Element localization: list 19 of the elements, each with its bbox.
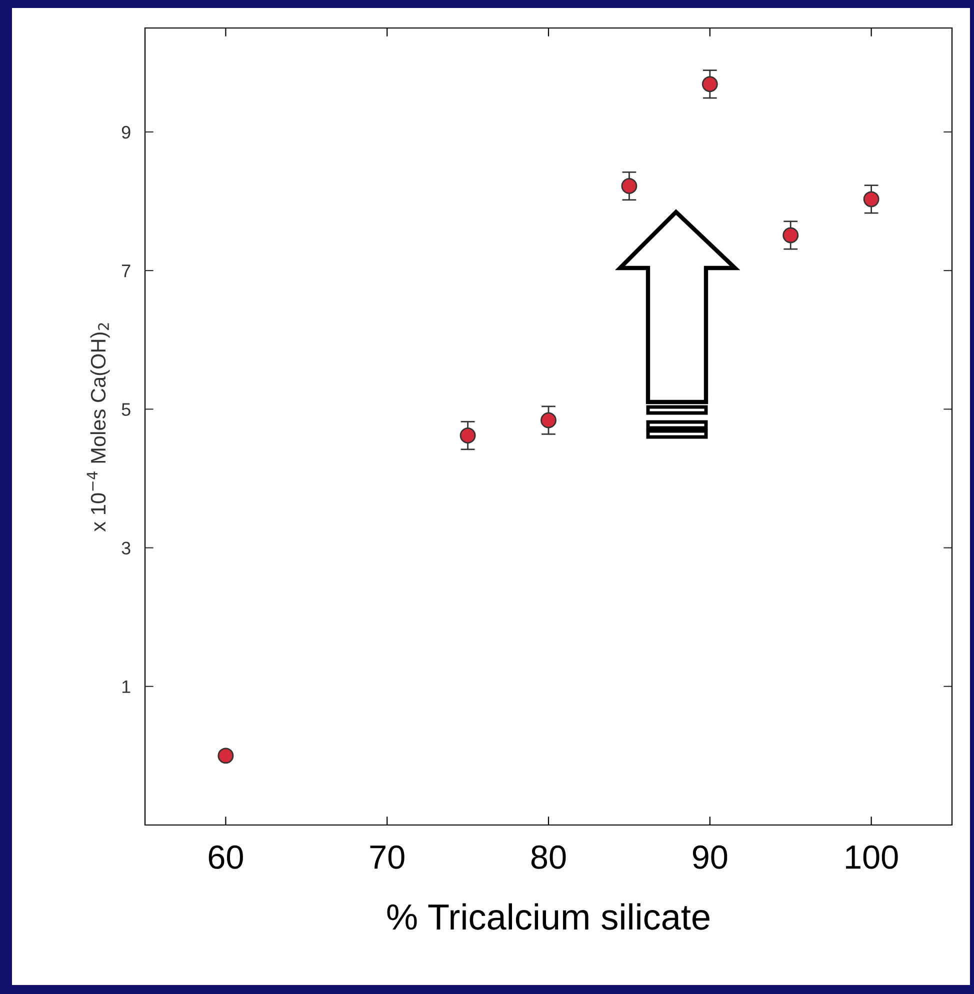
- x-tick-label: 60: [208, 845, 243, 869]
- point: [863, 191, 880, 208]
- point: [540, 412, 556, 428]
- x-tick-label: 100: [846, 845, 898, 869]
- point: [621, 178, 638, 194]
- point: [218, 748, 234, 764]
- y-axis-title: x 10$^{−4}$ Moles Ca(OH)$_{2}$: [86, 323, 110, 532]
- x-tick-label: 90: [692, 845, 728, 869]
- point: [782, 227, 799, 244]
- x-tick-label: 80: [531, 845, 566, 869]
- y-tick-label: 3: [122, 542, 130, 555]
- y-tick-label: 5: [122, 403, 130, 416]
- y-tick-label: 1: [122, 680, 130, 693]
- y-tick-label: 9: [122, 126, 130, 139]
- point: [460, 428, 476, 444]
- point: [702, 76, 718, 92]
- x-axis-title: % Tricalcium silicate: [387, 903, 710, 930]
- y-tick-label: 7: [122, 264, 130, 278]
- x-tick-label: 70: [370, 845, 404, 869]
